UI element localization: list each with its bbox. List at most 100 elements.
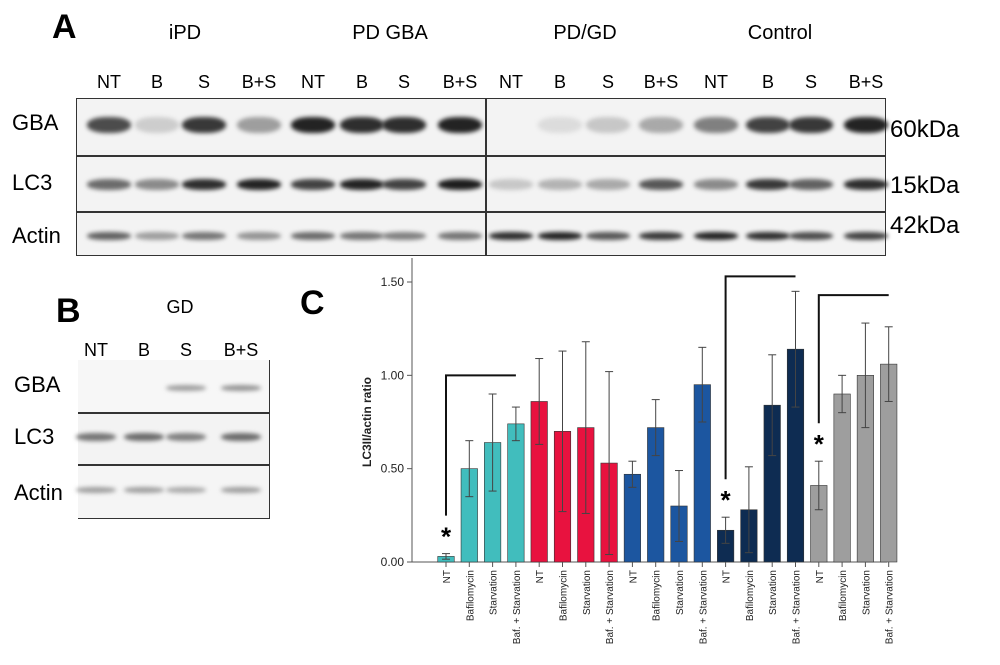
- x-tick-label: Starvation: [489, 570, 500, 615]
- group-label-gd: GD: [166, 297, 194, 317]
- western-blot-band: [340, 117, 384, 133]
- western-blot-band: [166, 487, 206, 493]
- western-blot-band: [538, 232, 582, 240]
- panel-b-letter: B: [56, 292, 81, 330]
- lane-label-a: B: [150, 72, 163, 92]
- western-blot-band: [76, 487, 116, 493]
- western-blot-band: [87, 178, 131, 190]
- lane-label-a: NT: [704, 72, 728, 92]
- x-tick-label: Starvation: [675, 570, 686, 615]
- western-blot-band: [489, 178, 533, 190]
- bar: [833, 393, 851, 563]
- group-label-ipd: iPD: [168, 22, 202, 44]
- x-tick-label: Baf. + Starvation: [792, 570, 803, 644]
- western-blot-band: [135, 232, 179, 240]
- western-blot-band: [135, 178, 179, 190]
- western-blot-band: [291, 117, 335, 133]
- significance-asterisk: *: [814, 429, 825, 459]
- western-blot-band: [538, 117, 582, 133]
- x-tick-label: Starvation: [582, 570, 593, 615]
- group-label-control: Control: [747, 22, 813, 44]
- western-blot-band: [124, 487, 164, 493]
- bar: [507, 423, 525, 563]
- lane-label-b-b: B: [137, 340, 150, 360]
- western-blot-band: [789, 232, 833, 240]
- western-blot-band: [746, 117, 790, 133]
- western-blot-band: [746, 178, 790, 190]
- western-blot-band: [166, 433, 206, 441]
- lane-label-a: B: [761, 72, 774, 92]
- group-label-pd-gba: PD GBA: [352, 22, 428, 44]
- western-blot-band: [438, 117, 482, 133]
- y-tick-label: 1.50: [381, 275, 405, 289]
- western-blot-band: [586, 232, 630, 240]
- western-blot-band: [844, 178, 888, 190]
- size-marker-60kda: 60kDa: [890, 116, 960, 143]
- row-label-actin: Actin: [12, 223, 61, 248]
- western-blot-band: [382, 232, 426, 240]
- x-tick-label: NT: [722, 570, 733, 583]
- x-tick-label: Bafilomycin: [652, 570, 663, 621]
- western-blot-band: [746, 232, 790, 240]
- western-blot-band: [639, 178, 683, 190]
- lane-label-a: NT: [301, 72, 325, 92]
- western-blot-band: [237, 232, 281, 240]
- lane-label-a: B+S: [442, 72, 478, 92]
- lane-label-a: S: [601, 72, 614, 92]
- western-blot-band: [340, 232, 384, 240]
- panel-a-letter: A: [52, 8, 77, 46]
- x-tick-label: Bafilomycin: [465, 570, 476, 621]
- lane-label-a: S: [197, 72, 210, 92]
- significance-asterisk: *: [721, 485, 732, 515]
- lane-label-a: B: [355, 72, 368, 92]
- y-axis-label: LC3II/actin ratio: [360, 377, 374, 467]
- western-blot-band: [182, 232, 226, 240]
- x-tick-label: NT: [442, 570, 453, 583]
- western-blot-band: [694, 117, 738, 133]
- western-blot-band: [586, 178, 630, 190]
- lane-label-a: S: [804, 72, 817, 92]
- significance-bracket: [817, 294, 889, 424]
- x-tick-label: NT: [815, 570, 826, 583]
- x-tick-label: Baf. + Starvation: [512, 570, 523, 644]
- lane-label-b-s: S: [179, 340, 192, 360]
- western-blot-band: [237, 178, 281, 190]
- y-tick-label: 0.00: [381, 555, 405, 569]
- western-blot-band: [182, 178, 226, 190]
- western-blot-band: [237, 117, 281, 133]
- western-blot-band: [221, 487, 261, 493]
- x-tick-label: Baf. + Starvation: [885, 570, 896, 644]
- western-blot-band: [124, 433, 164, 441]
- significance-bracket: [445, 374, 516, 516]
- western-blot-band: [221, 385, 261, 391]
- row-label-lc3: LC3: [12, 170, 53, 195]
- western-blot-band: [639, 117, 683, 133]
- western-blot-band: [844, 232, 888, 240]
- lane-label-a: S: [397, 72, 410, 92]
- western-blot-band: [639, 232, 683, 240]
- lane-label-a: B+S: [643, 72, 679, 92]
- lane-label-a: B+S: [241, 72, 277, 92]
- lane-label-a: B: [553, 72, 566, 92]
- western-blot-band: [382, 178, 426, 190]
- row-label-b-actin: Actin: [14, 480, 63, 505]
- x-tick-label: Starvation: [768, 570, 779, 615]
- western-blot-band: [291, 232, 335, 240]
- row-label-gba: GBA: [12, 110, 59, 135]
- western-blot-band: [694, 232, 738, 240]
- western-blot-band: [789, 117, 833, 133]
- x-tick-label: Bafilomycin: [559, 570, 570, 621]
- group-label-pd-gd: PD/GD: [553, 22, 617, 44]
- western-blot-band: [87, 232, 131, 240]
- lane-label-b-bs: B+S: [223, 340, 259, 360]
- western-blot-band: [135, 117, 179, 133]
- size-marker-42kda: 42kDa: [890, 212, 960, 239]
- western-blot-band: [221, 433, 261, 441]
- row-label-b-gba: GBA: [14, 372, 61, 397]
- y-tick-label: 1.00: [381, 368, 405, 382]
- western-blot-band: [166, 385, 206, 391]
- western-blot-band: [182, 117, 226, 133]
- size-marker-15kda: 15kDa: [890, 172, 960, 199]
- western-blot-band: [87, 117, 131, 133]
